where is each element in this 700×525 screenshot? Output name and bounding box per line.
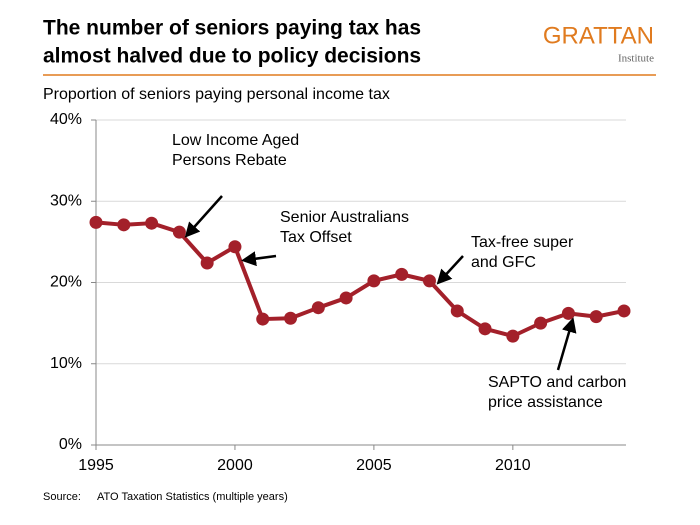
point xyxy=(311,301,325,315)
y-tick-label: 30% xyxy=(50,192,82,209)
x-tick-label: 2005 xyxy=(356,457,392,474)
y-tick-label: 40% xyxy=(50,111,82,128)
point xyxy=(339,291,353,305)
annotation: SAPTO and carbon xyxy=(488,374,626,391)
point xyxy=(478,322,492,336)
chart-title: almost halved due to policy decisions xyxy=(43,45,421,68)
annotation: Senior Australians xyxy=(280,209,409,226)
point xyxy=(284,311,298,325)
point xyxy=(117,218,131,232)
source: ATO Taxation Statistics (multiple years) xyxy=(97,491,288,503)
y-tick-label: 10% xyxy=(50,355,82,372)
point xyxy=(145,216,159,230)
annotation: price assistance xyxy=(488,394,603,411)
point xyxy=(450,304,464,318)
point xyxy=(89,215,103,229)
point xyxy=(534,316,548,330)
logo-sub: Institute xyxy=(618,53,654,65)
logo: GRATTAN xyxy=(543,22,654,49)
x-tick-label: 2010 xyxy=(495,457,531,474)
x-tick-label: 1995 xyxy=(78,457,114,474)
point xyxy=(228,240,242,254)
annotation: and GFC xyxy=(471,254,536,271)
annotation-arrow xyxy=(556,317,577,371)
source-label: Source: xyxy=(43,491,81,503)
annotation: Tax-free super xyxy=(471,234,574,251)
annotation-arrow xyxy=(241,251,277,267)
point xyxy=(561,306,575,320)
point xyxy=(589,310,603,324)
chart-title: The number of seniors paying tax has xyxy=(43,17,421,40)
annotation: Low Income Aged xyxy=(172,132,299,149)
point xyxy=(367,274,381,288)
point xyxy=(422,274,436,288)
point xyxy=(617,304,631,318)
y-tick-label: 0% xyxy=(59,436,82,453)
point xyxy=(506,329,520,343)
x-tick-label: 2000 xyxy=(217,457,253,474)
point xyxy=(256,312,270,326)
subtitle: Proportion of seniors paying personal in… xyxy=(43,86,390,103)
y-tick-label: 20% xyxy=(50,274,82,291)
point xyxy=(200,256,214,270)
point xyxy=(395,267,409,281)
point xyxy=(172,225,186,239)
annotation: Tax Offset xyxy=(280,229,352,246)
annotation-arrow xyxy=(436,255,464,285)
annotation-arrow xyxy=(184,195,223,238)
annotation: Persons Rebate xyxy=(172,152,287,169)
